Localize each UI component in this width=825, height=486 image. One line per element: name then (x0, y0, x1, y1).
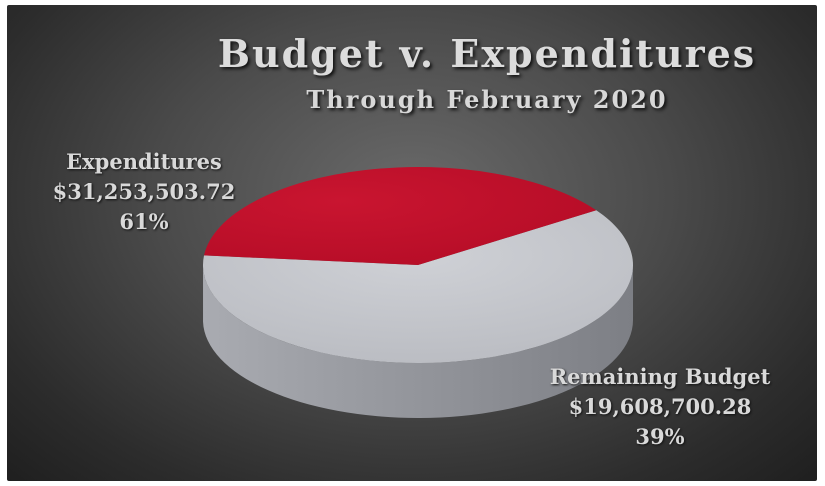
label-expenditures-percent: 61% (119, 209, 169, 234)
label-remaining-name: Remaining Budget (549, 364, 771, 389)
pie-chart (202, 166, 633, 418)
label-expenditures-name: Expenditures (66, 149, 222, 174)
pie-slice-expenditures (202, 210, 633, 363)
label-expenditures: Expenditures $31,253,503.72 61% (49, 147, 239, 237)
label-remaining-budget: Remaining Budget $19,608,700.28 39% (535, 362, 785, 452)
chart-subtitle: Through February 2020 (306, 85, 668, 114)
label-expenditures-amount: $31,253,503.72 (52, 179, 236, 204)
label-remaining-amount: $19,608,700.28 (568, 394, 752, 419)
pie-side-expenditures (203, 265, 633, 418)
pie-slice-remaining-budget (204, 166, 597, 265)
chart-frame: Budget v. Expenditures Through February … (7, 5, 817, 481)
chart-title: Budget v. Expenditures (217, 31, 757, 76)
label-remaining-percent: 39% (635, 424, 685, 449)
